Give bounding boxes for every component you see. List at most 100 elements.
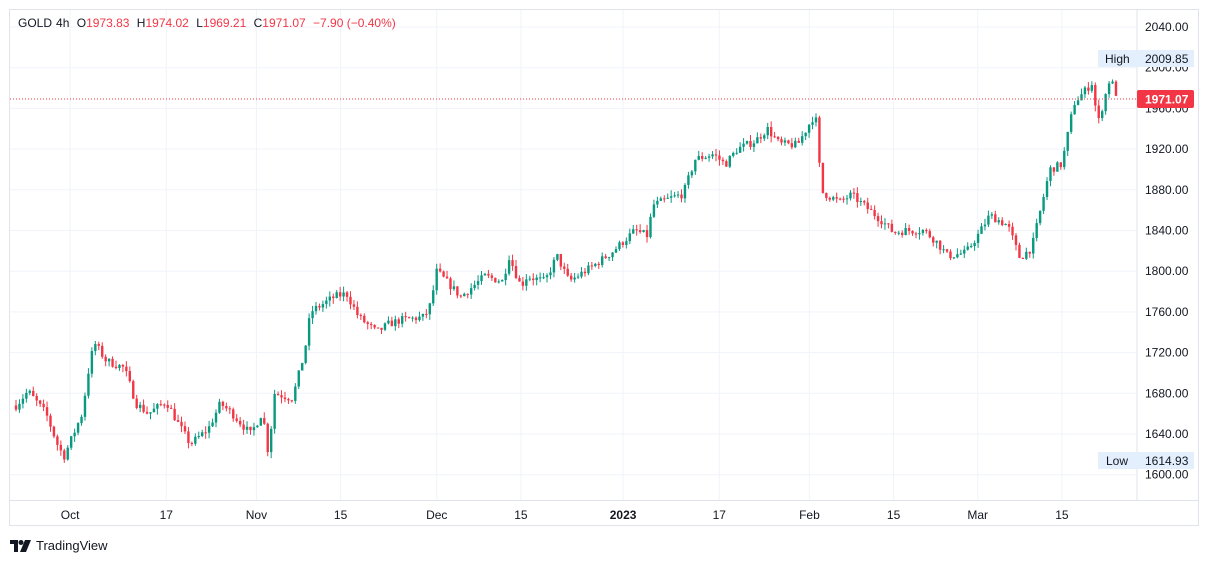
candle-body (749, 141, 752, 147)
candle-body (176, 420, 180, 422)
candle-body (1094, 85, 1097, 106)
candle-body (459, 295, 463, 297)
time-axis[interactable]: Oct 17 Nov 15 Dec 15 2023 17 Feb 15 Mar 15 (61, 508, 1069, 522)
candle-body (594, 263, 597, 267)
candle-body (380, 327, 383, 330)
candle-body (663, 198, 666, 200)
candle-body (1014, 235, 1018, 245)
candle-body (680, 194, 683, 199)
candle-body (114, 366, 118, 369)
candle-body (694, 159, 697, 172)
candle-body (711, 154, 714, 157)
candle-body (142, 404, 145, 412)
candle-body (1025, 251, 1028, 259)
candle-body (63, 450, 66, 460)
symbol-legend[interactable]: GOLD 4h O1973.83 H1974.02 L1969.21 C1971.… (18, 16, 400, 30)
candle-body (269, 428, 273, 453)
candle-body (863, 201, 866, 203)
candle-body (535, 277, 538, 281)
candle-body (156, 404, 159, 409)
candle-body (301, 362, 304, 371)
candle-body (1032, 237, 1035, 254)
candle-body (918, 233, 921, 235)
candle-body (1097, 105, 1100, 119)
candle-body (473, 284, 476, 289)
candle-body (563, 266, 566, 269)
candle-body (211, 422, 214, 427)
candle-body (504, 273, 507, 281)
candle-body (997, 220, 1000, 223)
legend-symbol[interactable]: GOLD (18, 16, 53, 30)
candle-body (821, 162, 825, 193)
candle-body (1063, 150, 1066, 168)
candle-body (921, 230, 925, 234)
candle-body (56, 436, 59, 445)
candle-body (480, 275, 483, 282)
low-badge-value: 1614.93 (1145, 454, 1189, 468)
candle-body (366, 322, 369, 324)
candle-body (969, 245, 973, 247)
price-tick-label: 1840.00 (1145, 224, 1189, 238)
price-axis[interactable]: 2040.002000.001960.001920.001880.001840.… (1145, 20, 1189, 482)
candle-body (597, 263, 600, 266)
candle-body (507, 260, 511, 274)
candle-body (332, 296, 335, 298)
candle-body (901, 232, 904, 236)
candle-body (1111, 81, 1114, 84)
candle-body (780, 139, 783, 143)
candle-body (273, 393, 276, 429)
candle-body (304, 345, 307, 363)
candle-body (287, 399, 290, 401)
candle-body (187, 431, 190, 444)
candle-body (738, 146, 742, 153)
candle-body (721, 159, 725, 162)
candle-body (411, 317, 414, 319)
candle-body (218, 401, 221, 413)
candle-body (666, 197, 669, 199)
candle-body (528, 278, 531, 280)
candle-body (263, 418, 266, 424)
candle-body (732, 152, 735, 156)
candle-body (849, 192, 852, 199)
candle-body (511, 260, 514, 267)
candle-body (359, 315, 363, 317)
candle-body (469, 288, 473, 295)
candle-body (621, 242, 625, 245)
candle-body (928, 231, 931, 238)
candle-body (687, 175, 690, 185)
candle-body (121, 364, 125, 367)
candle-body (625, 241, 628, 245)
candle-body (328, 296, 331, 301)
candle-body (352, 304, 356, 307)
tradingview-brand[interactable]: TradingView (10, 538, 108, 553)
candle-body (1104, 94, 1107, 112)
candle-body (952, 257, 956, 259)
candle-body (652, 204, 656, 217)
time-tick-label: 17 (160, 508, 174, 522)
candle-body (290, 400, 294, 402)
candle-body (66, 447, 69, 460)
candle-body (207, 426, 211, 433)
candle-body (463, 293, 466, 297)
candle-body (1038, 210, 1042, 224)
candle-body (956, 254, 959, 258)
legend-interval[interactable]: 4h (56, 16, 70, 30)
candle-body (335, 292, 338, 298)
price-tick-label: 1760.00 (1145, 305, 1189, 319)
candle-body (521, 281, 525, 286)
candle-body (132, 381, 135, 399)
candle-body (828, 197, 831, 200)
candle-body (714, 154, 718, 156)
time-tick-label: 2023 (610, 508, 637, 522)
candle-body (811, 122, 814, 125)
candle-body (204, 432, 207, 434)
candle-body (911, 230, 914, 234)
candle-body (238, 420, 242, 425)
candle-body (1107, 83, 1111, 95)
candle-body (169, 407, 173, 409)
candle-body (914, 233, 918, 235)
candle-body (1087, 87, 1090, 91)
candle-body (659, 198, 663, 201)
candle-body (669, 196, 673, 198)
